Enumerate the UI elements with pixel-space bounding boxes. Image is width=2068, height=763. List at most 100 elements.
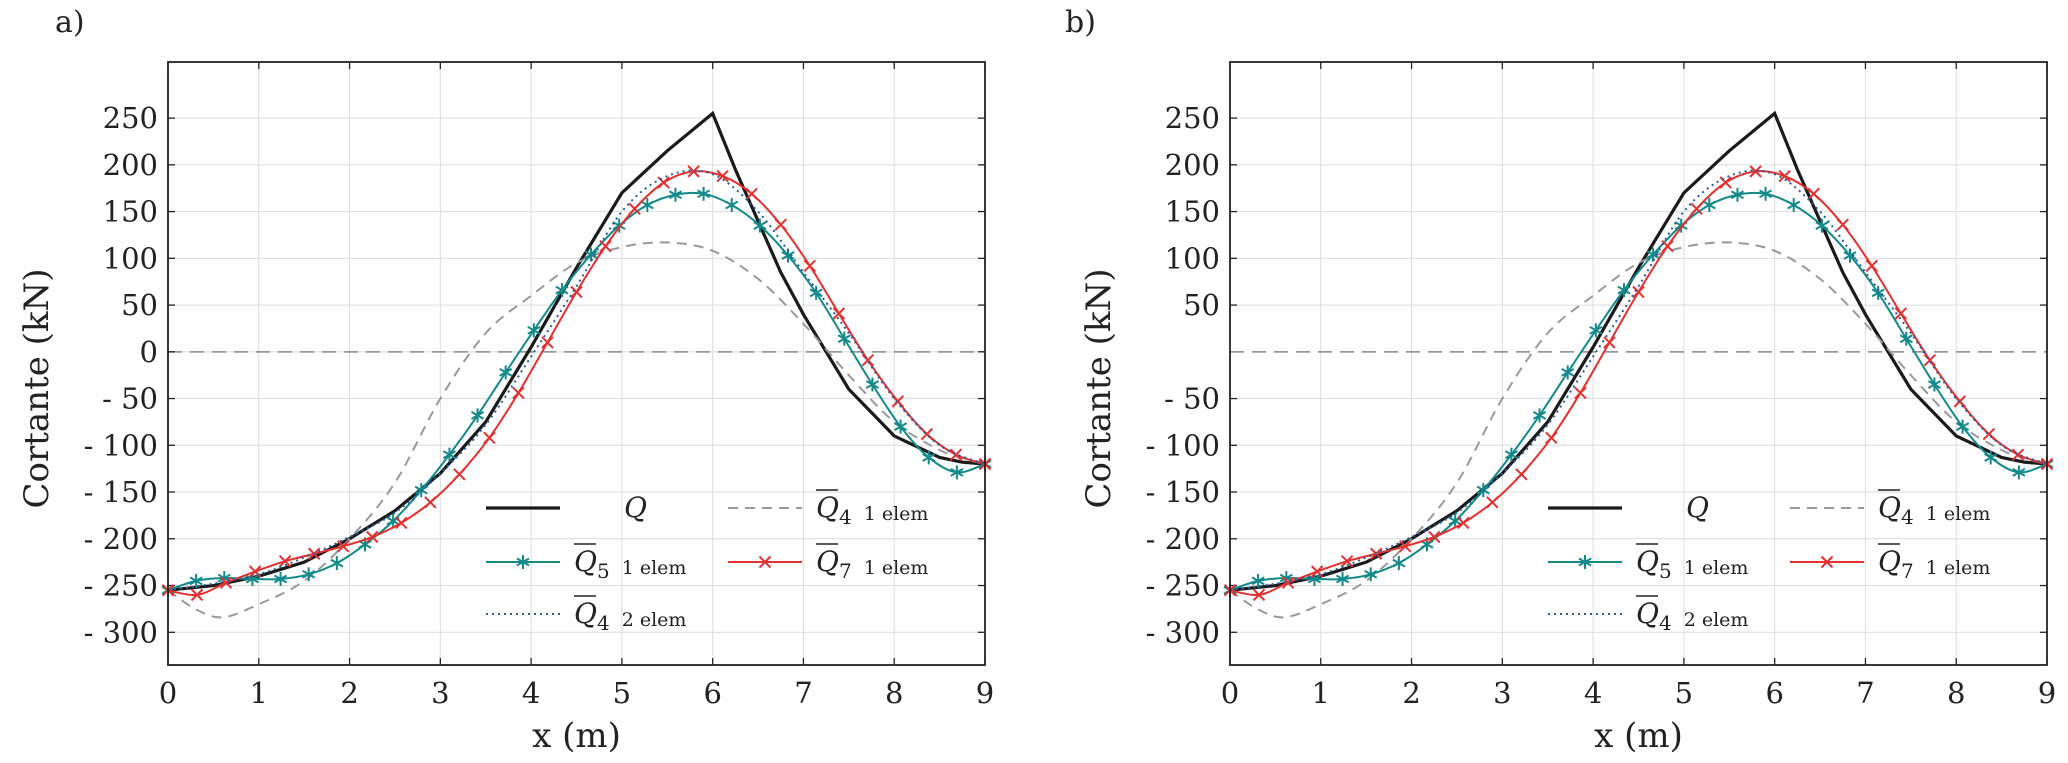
star-marker <box>516 557 530 567</box>
y-tick-label: 150 <box>103 195 158 229</box>
x-marker <box>758 555 772 569</box>
x-axis-title: x (m) <box>532 716 621 756</box>
y-tick-label: - 200 <box>84 522 158 556</box>
x-tick-label: 9 <box>976 676 994 710</box>
legend-entry: Q <box>1548 491 1709 524</box>
star-marker <box>302 569 316 579</box>
x-marker <box>832 307 846 320</box>
x-tick-label: 8 <box>1947 676 1965 710</box>
legend-label: Q <box>624 491 647 524</box>
legend-subscript: 4 <box>1659 611 1672 635</box>
x-tick-label: 1 <box>250 676 268 710</box>
legend-entry: Q7 1 elem <box>728 543 929 583</box>
legend-entry: Q5 1 elem <box>1548 543 1749 583</box>
legend-symbol: Q <box>816 545 839 578</box>
legend-subscript: 4 <box>839 505 852 529</box>
star-marker <box>1646 250 1660 259</box>
x-marker <box>861 354 875 367</box>
x-marker <box>1340 555 1354 568</box>
star-marker <box>865 380 879 389</box>
x-tick-label: 7 <box>794 676 812 710</box>
x-tick-label: 0 <box>159 676 177 710</box>
legend-label: Q7 1 elem <box>1878 545 1990 583</box>
star-marker <box>1787 200 1801 210</box>
star-marker <box>697 189 711 199</box>
star-marker <box>612 221 626 230</box>
legend-suffix: 1 elem <box>1684 557 1749 579</box>
series-line <box>167 241 986 619</box>
y-tick-label: 50 <box>1183 288 1220 322</box>
star-marker <box>1561 368 1575 377</box>
x-marker <box>1574 386 1587 400</box>
legend-suffix: 1 elem <box>864 557 929 579</box>
x-marker <box>1982 427 1996 441</box>
legend-label: Q4 2 elem <box>574 597 686 635</box>
x-marker <box>424 496 437 509</box>
chart-panel-a: a) 0 1 2 3 4 5 6 7 8 9 250 200 150 100 50 0 - 50 - 100 - 15… <box>17 5 994 756</box>
x-marker <box>1428 530 1441 544</box>
y-tick-label: 100 <box>1165 241 1220 275</box>
star-marker <box>1843 251 1857 260</box>
legend-symbol: Q <box>574 545 597 578</box>
legend-label: Q4 1 elem <box>1878 491 1990 529</box>
legend-suffix: 1 elem <box>1926 557 1991 579</box>
x-marker <box>1252 588 1266 602</box>
x-marker <box>716 169 729 183</box>
legend-entry: Q4 2 elem <box>486 595 686 635</box>
y-tick-label: - 200 <box>1146 522 1220 556</box>
x-marker <box>1690 202 1703 215</box>
chart-panel-b: b) 0 1 2 3 4 5 6 7 8 9 250 200 150 100 50 - 50 - 100 - 150… <box>1065 5 2056 756</box>
x-tick-label: 3 <box>431 676 449 710</box>
star-marker <box>330 558 344 568</box>
legend-entry: Q4 1 elem <box>1790 489 1990 529</box>
x-marker <box>687 165 700 178</box>
x-marker <box>1865 259 1879 273</box>
y-tick-label: - 300 <box>1146 615 1220 649</box>
x-tick-label: 6 <box>1765 676 1783 710</box>
x-marker <box>1836 218 1849 231</box>
x-tick-label: 3 <box>1493 676 1511 710</box>
star-marker <box>1956 422 1970 431</box>
star-marker <box>555 285 569 295</box>
y-tick-label: 250 <box>103 101 158 135</box>
star-marker <box>1307 574 1321 584</box>
legend-symbol: Q <box>574 597 597 630</box>
series-3 <box>1223 165 2054 602</box>
x-marker <box>1457 516 1470 530</box>
star-marker <box>1589 325 1603 335</box>
y-tick-label: - 50 <box>102 382 158 416</box>
x-marker <box>1632 285 1645 299</box>
x-marker <box>512 386 525 400</box>
legend-symbol: Q <box>1686 491 1709 524</box>
x-marker <box>628 202 641 215</box>
x-marker <box>1515 468 1528 481</box>
y-tick-label: - 250 <box>84 569 158 603</box>
x-tick-label: 7 <box>1856 676 1874 710</box>
series-1 <box>1229 241 2048 619</box>
x-marker <box>1749 165 1762 178</box>
x-marker <box>1894 307 1908 320</box>
x-marker <box>774 218 787 231</box>
star-marker <box>837 334 851 344</box>
x-marker <box>1281 576 1295 589</box>
star-marker <box>1730 190 1745 200</box>
y-tick-label: - 250 <box>1146 569 1220 603</box>
grid <box>167 62 986 665</box>
x-tick-label: 4 <box>522 676 540 710</box>
legend-subscript: 4 <box>597 611 610 635</box>
x-marker <box>599 239 612 253</box>
x-marker <box>1807 187 1820 201</box>
x-marker <box>1820 555 1834 569</box>
star-marker <box>358 540 372 549</box>
y-tick-label: 200 <box>1165 148 1220 182</box>
star-marker <box>274 574 288 584</box>
series-3 <box>161 165 992 602</box>
star-marker <box>584 250 598 259</box>
y-axis-title: Cortante (kN) <box>1079 268 1119 508</box>
x-marker <box>1310 565 1324 578</box>
x-marker <box>278 555 292 568</box>
x-marker <box>366 530 379 544</box>
legend-subscript: 4 <box>1901 505 1914 529</box>
star-marker <box>1364 569 1378 579</box>
star-marker <box>1420 540 1434 549</box>
